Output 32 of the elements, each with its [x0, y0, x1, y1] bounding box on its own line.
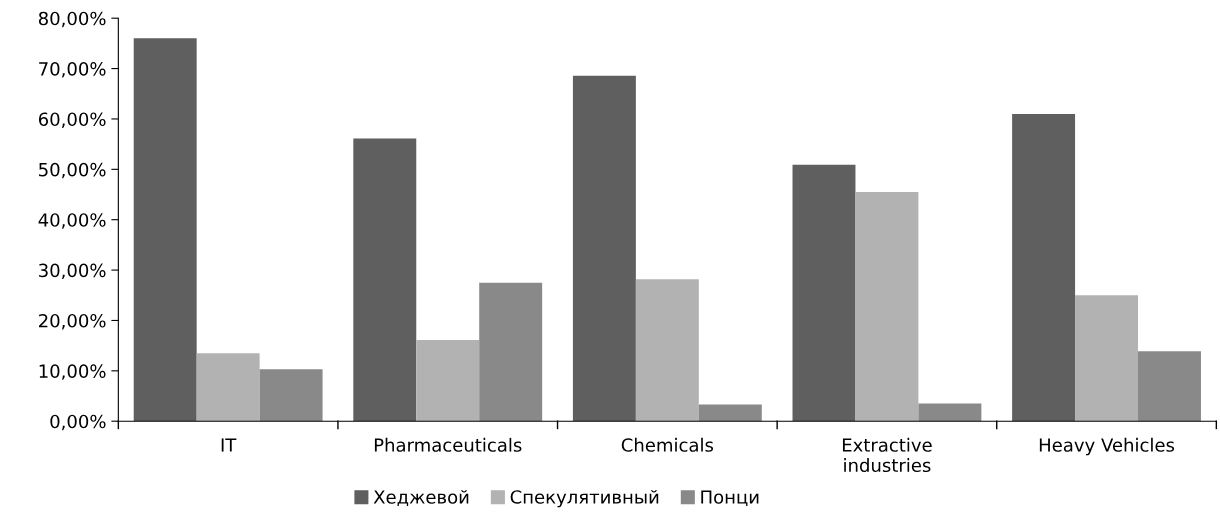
- y-tick-label: 10,00%: [39, 364, 106, 380]
- bar: [792, 164, 856, 422]
- x-tick-label: Pharmaceuticals: [374, 437, 522, 452]
- bar: [635, 279, 699, 422]
- bar: [353, 138, 417, 422]
- x-tick-label: Extractive industries: [842, 437, 932, 473]
- bar: [698, 404, 762, 422]
- y-tick-label: 30,00%: [39, 263, 106, 280]
- y-tick-label: 20,00%: [39, 313, 106, 330]
- y-tick-label: 80,00%: [38, 11, 106, 28]
- bar: [572, 75, 636, 422]
- bar: [1138, 351, 1201, 422]
- legend-label: Спекулятивный: [510, 489, 659, 508]
- bar: [855, 191, 919, 422]
- x-tick-label: Heavy Vehicles: [1039, 437, 1175, 456]
- bar: [1012, 113, 1076, 422]
- y-tick-label: 50,00%: [39, 162, 106, 179]
- y-tick-label: 70,00%: [39, 62, 106, 78]
- bar: [416, 340, 480, 422]
- bar: [1075, 295, 1139, 422]
- bar: [133, 38, 197, 422]
- bar: [918, 403, 982, 422]
- bar: [196, 353, 260, 422]
- y-tick-label: 40,00%: [38, 213, 106, 229]
- legend-label: Хеджевой: [373, 489, 469, 507]
- bar: [479, 282, 543, 422]
- bar: [259, 369, 323, 422]
- legend-label: Понци: [701, 490, 759, 507]
- x-tick-label: IT: [221, 438, 237, 452]
- y-tick-label: 0,00%: [50, 414, 106, 431]
- x-tick-label: Chemicals: [621, 437, 714, 452]
- y-tick-label: 60,00%: [38, 112, 106, 128]
